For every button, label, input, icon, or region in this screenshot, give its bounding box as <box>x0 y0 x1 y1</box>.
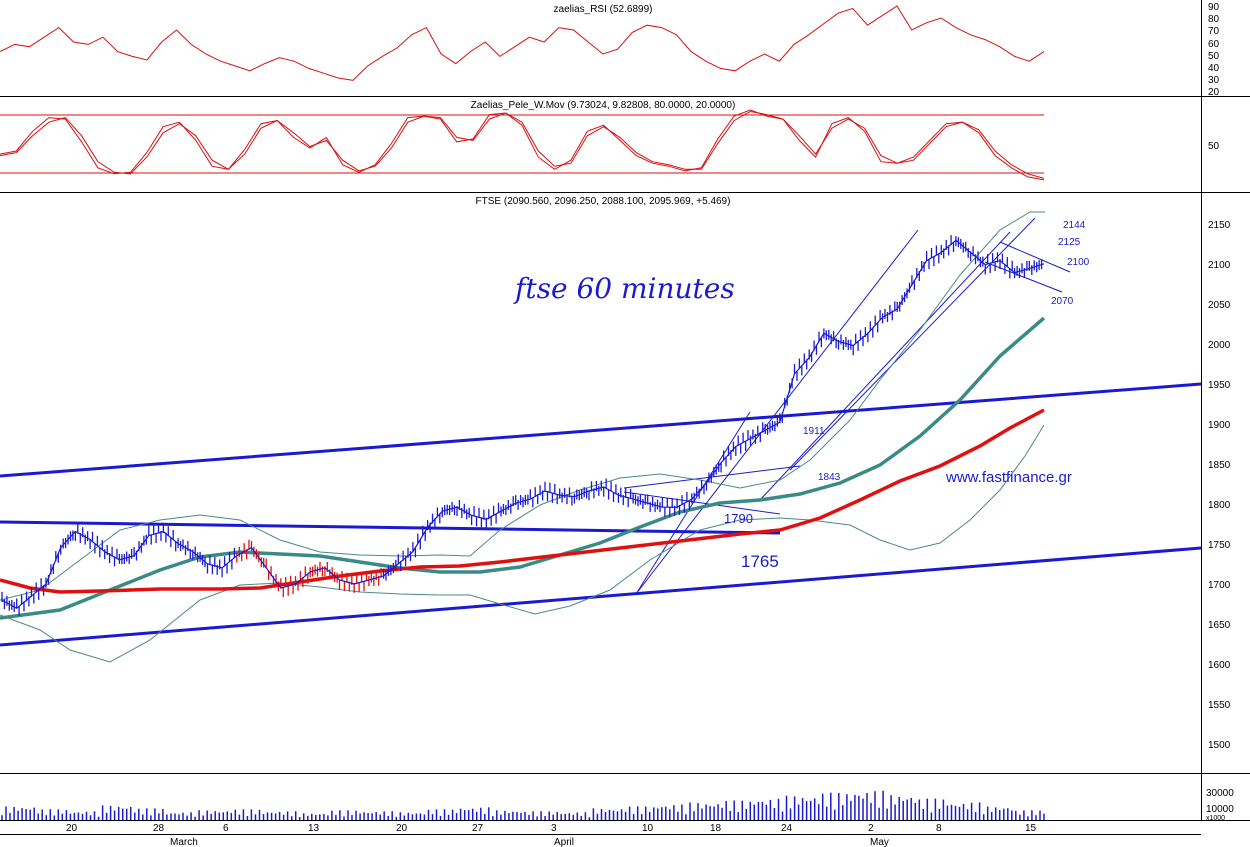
day-label: 27 <box>472 823 484 834</box>
rsi-tick-label: 20 <box>1208 87 1220 98</box>
wedge-upper-line <box>999 241 1071 273</box>
level-label: 1911 <box>803 426 825 437</box>
x-axis-days: 20 28 6 13 20 27 3 10 18 24 2 8 15 <box>66 823 1037 834</box>
steep-trend-line <box>635 229 919 595</box>
level-label: 1843 <box>818 472 841 483</box>
price-tick-label: 1550 <box>1208 700 1231 711</box>
day-label: 10 <box>642 823 654 834</box>
price-tick-label: 1750 <box>1208 540 1231 551</box>
rsi-tick-label: 30 <box>1208 75 1220 86</box>
day-label: 15 <box>1025 823 1037 834</box>
month-label: March <box>170 837 198 847</box>
price-tick-label: 1700 <box>1208 580 1231 591</box>
rsi-tick-label: 50 <box>1208 51 1220 62</box>
stoch-tick-label: 50 <box>1208 141 1220 152</box>
upper-channel-line <box>0 382 1202 478</box>
day-label: 20 <box>66 823 78 834</box>
bollinger-bands <box>0 211 1045 663</box>
stoch-title: Zaelias_Pele_W.Mov (9.73024, 9.82808, 80… <box>471 100 736 111</box>
price-tick-label: 1650 <box>1208 620 1231 631</box>
price-tick-label: 2150 <box>1208 220 1231 231</box>
day-label: 20 <box>396 823 408 834</box>
rsi-tick-label: 90 <box>1208 2 1220 13</box>
day-label: 8 <box>936 823 942 834</box>
level-label: 2125 <box>1058 237 1081 248</box>
teal-moving-average <box>0 316 1046 620</box>
stoch-plot <box>0 109 1045 181</box>
level-label: 1765 <box>741 552 779 571</box>
day-label: 3 <box>551 823 557 834</box>
day-label: 13 <box>308 823 320 834</box>
main-title: FTSE (2090.560, 2096.250, 2088.100, 2095… <box>476 196 731 207</box>
price-tick-label: 1950 <box>1208 380 1231 391</box>
trend-lines <box>0 217 1202 647</box>
price-tick-label: 1800 <box>1208 500 1231 511</box>
level-label: 2144 <box>1063 220 1086 231</box>
price-tick-label: 1500 <box>1208 740 1231 751</box>
volume-tick-label: 10000 <box>1206 804 1234 815</box>
rsi-ticks: 90 80 70 60 50 40 30 20 <box>1208 2 1220 98</box>
lower-channel-line <box>0 546 1202 647</box>
volume-tick-label: 30000 <box>1206 788 1234 799</box>
price-tick-label: 1600 <box>1208 660 1231 671</box>
rising-channel-upper <box>789 217 1036 471</box>
wedge-lower-line <box>984 261 1063 293</box>
volume-multiplier: x1000 <box>1206 815 1225 822</box>
day-label: 6 <box>223 823 229 834</box>
rsi-plot <box>0 5 1045 81</box>
stoch-fast-line <box>0 109 1045 181</box>
day-label: 28 <box>153 823 165 834</box>
price-line <box>1 239 1045 610</box>
level-label: 2070 <box>1051 296 1074 307</box>
lower-band <box>0 424 1045 663</box>
level-label: 1790 <box>724 511 753 526</box>
volume-plot <box>1 790 1045 820</box>
rsi-tick-label: 80 <box>1208 14 1220 25</box>
x-axis-months: March April May <box>170 837 889 847</box>
price-tick-label: 2000 <box>1208 340 1231 351</box>
rising-channel-lower <box>759 231 1011 501</box>
price-plot <box>1 235 1045 616</box>
red-moving-average <box>0 408 1045 594</box>
steep-trend-line-2 <box>635 411 751 595</box>
stoch-slow-line <box>0 110 1045 179</box>
day-label: 18 <box>710 823 722 834</box>
website-watermark: www.fastfinance.gr <box>945 469 1072 486</box>
flag-lower-line <box>623 491 781 515</box>
main-ticks: 2150 2100 2050 2000 1950 1900 1850 1800 … <box>1208 220 1231 751</box>
month-label: April <box>554 837 574 847</box>
upper-band <box>0 211 1045 601</box>
month-label: May <box>870 837 889 847</box>
level-label: 2100 <box>1067 257 1090 268</box>
rsi-tick-label: 40 <box>1208 63 1220 74</box>
rsi-tick-label: 60 <box>1208 39 1220 50</box>
handwritten-title: ftse 60 minutes <box>513 272 735 305</box>
price-tick-label: 1900 <box>1208 420 1231 431</box>
day-label: 24 <box>781 823 793 834</box>
rsi-line <box>0 5 1045 81</box>
horizontal-support-line <box>0 520 781 535</box>
day-label: 2 <box>868 823 874 834</box>
rsi-title: zaelias_RSI (52.6899) <box>554 4 653 15</box>
price-tick-label: 1850 <box>1208 460 1231 471</box>
rsi-tick-label: 70 <box>1208 26 1220 37</box>
price-tick-label: 2050 <box>1208 300 1231 311</box>
flag-upper-line <box>623 465 801 489</box>
price-tick-label: 2100 <box>1208 260 1231 271</box>
